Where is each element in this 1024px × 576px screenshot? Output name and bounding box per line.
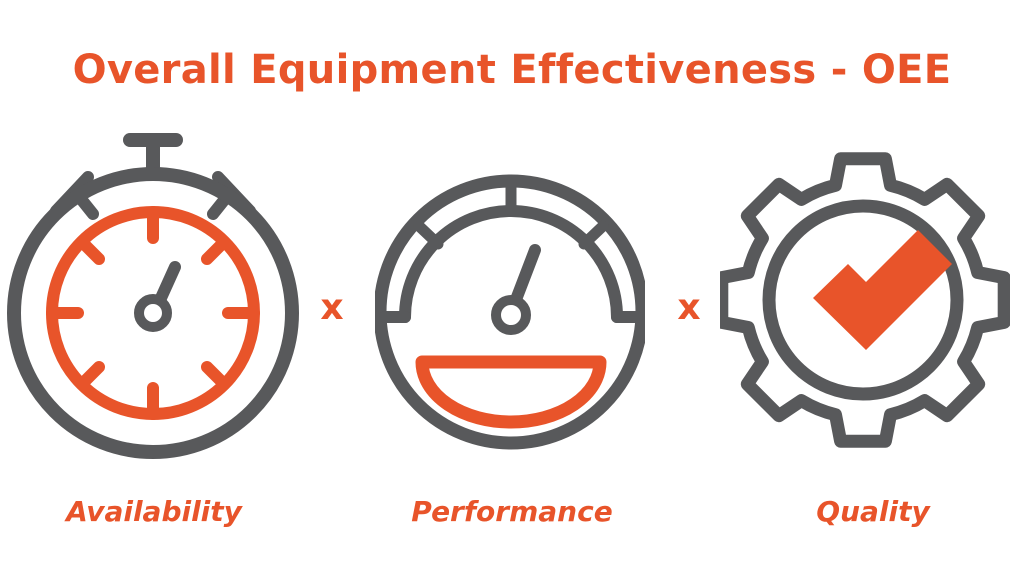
multiply-operator: x — [320, 287, 344, 328]
speedometer-icon — [375, 174, 645, 450]
page-title: Overall Equipment Effectiveness - OEE — [72, 47, 952, 93]
checkmark-icon — [813, 230, 952, 350]
multiply-operator: x — [677, 287, 701, 328]
quality-label: Quality — [816, 495, 930, 528]
performance-label: Performance — [411, 495, 613, 528]
stopwatch-icon — [7, 133, 299, 459]
availability-label: Availability — [66, 495, 242, 528]
gear-checkmark-icon — [720, 152, 1010, 448]
